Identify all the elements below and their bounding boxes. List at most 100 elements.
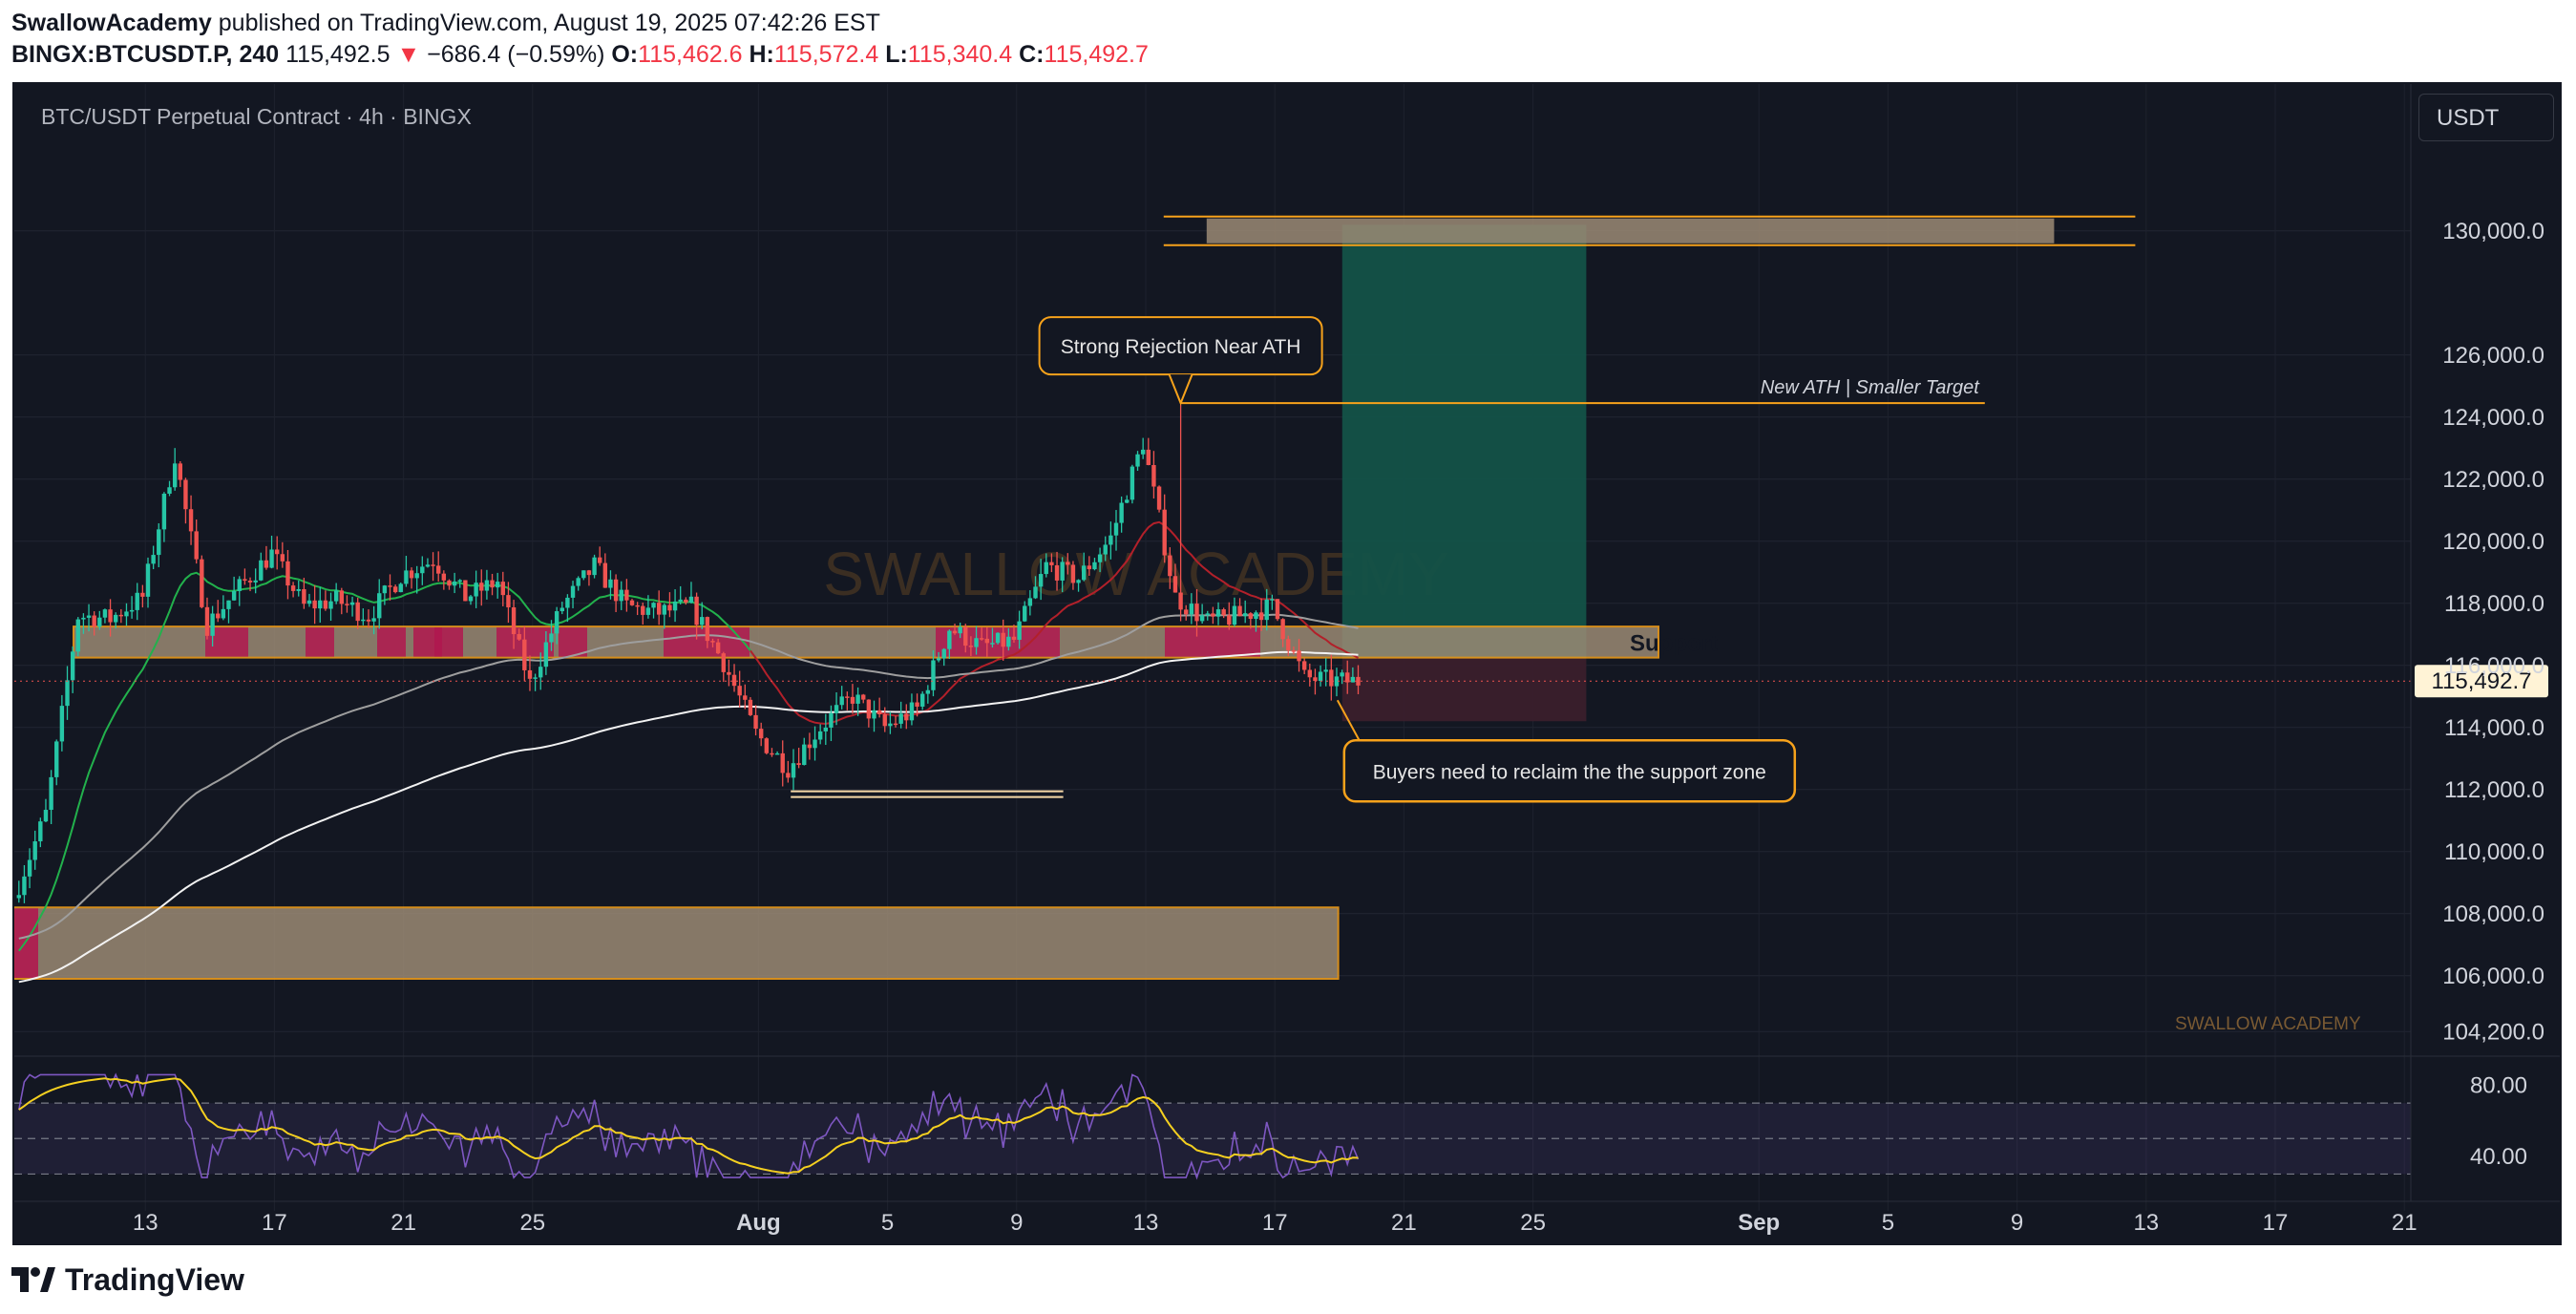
candle-body	[1264, 599, 1269, 621]
candle-body	[22, 876, 27, 896]
candle-body	[259, 560, 264, 581]
candle-body	[1221, 609, 1226, 616]
candle-body	[866, 699, 872, 719]
author-name[interactable]: SwallowAcademy	[11, 10, 212, 36]
candle-body	[915, 702, 919, 707]
candle-body	[543, 642, 549, 668]
candle-body	[1151, 464, 1156, 487]
ema-100-line	[18, 613, 1359, 940]
candle-body	[1066, 562, 1070, 565]
candle-body	[243, 579, 247, 582]
price-axis[interactable]: 130,000.0 126,000.0 124,000.0 122,000.0 120,…	[2410, 84, 2544, 1201]
candle-body	[118, 614, 124, 617]
publication-header: SwallowAcademy published on TradingView.…	[11, 8, 2551, 71]
candle-body	[619, 589, 623, 602]
candle-body	[237, 579, 242, 591]
candle-body	[684, 599, 688, 604]
candle-body	[1097, 554, 1103, 562]
price-tick-label: 118,000.0	[2444, 591, 2544, 617]
candle-body	[656, 603, 662, 615]
candle-body	[1092, 562, 1097, 570]
price-tick-label: 112,000.0	[2444, 777, 2544, 803]
candle-body	[65, 680, 70, 707]
candle-body	[882, 714, 887, 727]
candle-body	[759, 729, 764, 739]
candle-body	[829, 712, 834, 728]
candle-body	[216, 613, 221, 619]
price-tick-label: 108,000.0	[2442, 901, 2544, 927]
time-tick-label: 5	[1882, 1210, 1894, 1236]
candle-body	[1082, 565, 1087, 581]
candle-body	[645, 607, 651, 615]
candle-body	[1060, 562, 1065, 581]
candle-body	[727, 671, 731, 675]
chart-frame[interactable]: SWALLOW ACADEMY New ATH | Smaller Target…	[12, 82, 2562, 1245]
candle-body	[1248, 613, 1254, 620]
rejection-callout-text: Strong Rejection Near ATH	[1061, 336, 1301, 358]
candle-body	[952, 630, 958, 634]
chart-legend-title: BTC/USDT Perpetual Contract · 4h · BINGX	[41, 104, 472, 129]
candle-body	[361, 619, 366, 622]
candle-body	[598, 557, 602, 563]
ema-20-line-red	[750, 520, 1359, 726]
down-arrow-icon: ▼	[396, 41, 421, 68]
buyers-callout-text: Buyers need to reclaim the the support z…	[1373, 761, 1766, 783]
price-chart[interactable]: SWALLOW ACADEMY New ATH | Smaller Target…	[14, 84, 2560, 1243]
candle-body	[312, 600, 317, 609]
candle-body	[302, 588, 306, 604]
candle-body	[624, 589, 629, 601]
candle-body	[517, 634, 521, 640]
candle-body	[1323, 669, 1328, 672]
candle-body	[1291, 650, 1297, 652]
candle-body	[700, 617, 705, 625]
candle-body	[490, 580, 495, 588]
candle-body	[1286, 639, 1291, 651]
candle-body	[1318, 671, 1323, 682]
candle-body	[1076, 580, 1081, 583]
candle-body	[533, 677, 538, 679]
candle-body	[75, 619, 80, 652]
candle-body	[549, 633, 554, 643]
last-price: 115,492.5	[285, 41, 391, 68]
candle-body	[823, 727, 828, 731]
lower-demand-zone	[14, 906, 1340, 980]
annotations-layer: New ATH | Smaller Target Strong Rejection…	[14, 316, 2548, 803]
candle-body	[1162, 509, 1167, 556]
candle-body	[839, 696, 844, 706]
candle-body	[188, 509, 194, 532]
footer-brand[interactable]: TradingView	[65, 1261, 244, 1297]
candle-body	[743, 695, 748, 700]
candle-body	[1301, 661, 1307, 670]
candle-body	[172, 463, 178, 488]
candle-body	[129, 609, 135, 612]
candle-body	[715, 642, 721, 654]
candle-body	[774, 752, 780, 755]
currency-button[interactable]: USDT	[2418, 94, 2554, 141]
candle-body	[43, 810, 49, 822]
candle-body	[32, 841, 37, 860]
candle-body	[554, 611, 560, 634]
candle-body	[1356, 676, 1361, 686]
time-axis[interactable]: 13 17 21 25 Aug 5 9 13 17 21 25 Sep 5 9 13 17 21	[14, 1200, 2560, 1236]
time-tick-label: Sep	[1738, 1210, 1780, 1236]
stop-loss-zone	[1341, 657, 1587, 722]
candle-body	[1156, 486, 1162, 510]
rsi-tick-label: 80.00	[2470, 1073, 2527, 1099]
candle-body	[140, 592, 145, 597]
close-label: C:	[1019, 41, 1045, 68]
candle-body	[231, 590, 237, 601]
candle-body	[1243, 613, 1248, 617]
time-tick-label: 13	[2133, 1210, 2159, 1236]
time-tick-label: 13	[133, 1210, 158, 1236]
candle-body	[92, 615, 96, 627]
candle-body	[420, 566, 425, 574]
candle-body	[731, 674, 737, 687]
candle-body	[452, 581, 457, 586]
candle-body	[264, 560, 269, 568]
candle-body	[963, 626, 968, 646]
candle-body	[275, 549, 280, 555]
candle-body	[151, 555, 156, 564]
published-text: published on TradingView.com, August 19,…	[218, 10, 880, 36]
candle-body	[538, 667, 543, 678]
time-tick-label: 17	[2263, 1210, 2289, 1236]
